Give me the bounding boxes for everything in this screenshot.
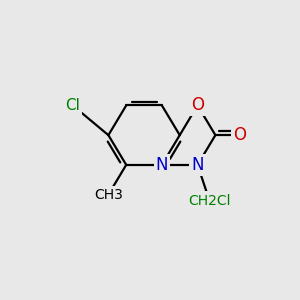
Text: O: O bbox=[233, 126, 246, 144]
Text: CH2Cl: CH2Cl bbox=[188, 194, 231, 208]
Text: CH3: CH3 bbox=[94, 188, 123, 202]
Text: Cl: Cl bbox=[65, 98, 80, 113]
Text: N: N bbox=[191, 156, 204, 174]
Text: O: O bbox=[191, 96, 204, 114]
Text: N: N bbox=[156, 156, 168, 174]
